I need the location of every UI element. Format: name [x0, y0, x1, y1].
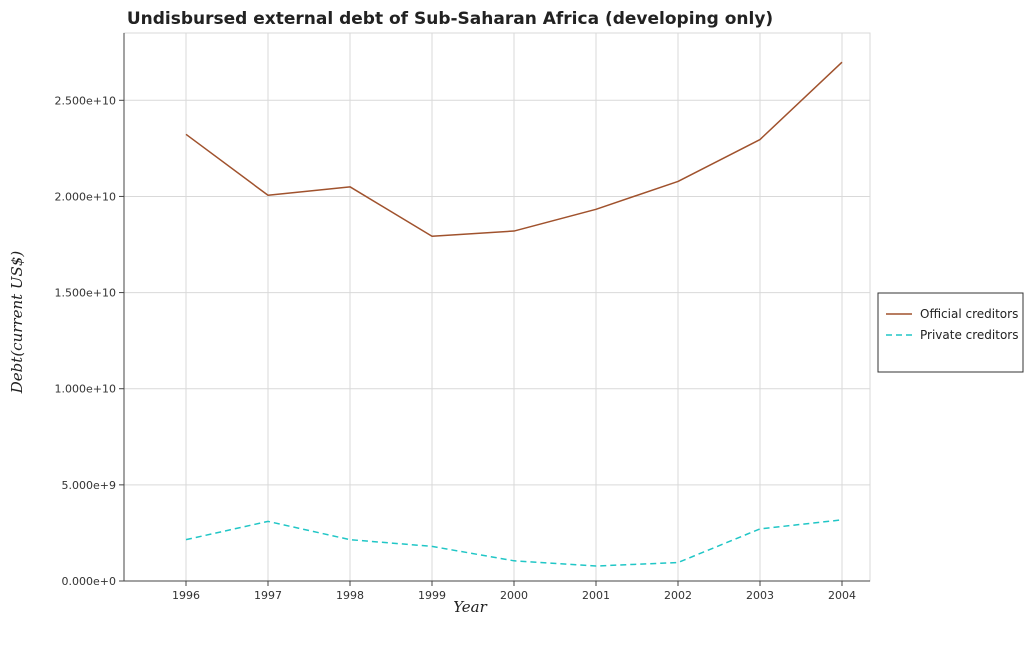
y-tick-label: 2.000e+10	[55, 190, 116, 203]
legend-label-official-creditors: Official creditors	[920, 307, 1018, 321]
x-axis-label: Year	[453, 598, 487, 616]
y-tick-label: 1.500e+10	[55, 287, 116, 300]
legend: Official creditors Private creditors	[877, 292, 1024, 373]
y-tick-label: 0.000e+0	[62, 575, 116, 588]
x-tick-label: 2002	[664, 589, 692, 602]
legend-box	[877, 292, 1024, 373]
chart-title: Undisbursed external debt of Sub-Saharan…	[127, 9, 773, 29]
y-tick-label: 5.000e+9	[62, 479, 116, 492]
y-axis-label: Debt(current US$)	[8, 251, 26, 395]
x-tick-label: 2001	[582, 589, 610, 602]
x-tick-label: 2004	[828, 589, 856, 602]
plot-area	[123, 32, 871, 582]
series-layer	[185, 61, 843, 567]
x-tick-label: 1997	[254, 589, 282, 602]
legend-label-private-creditors: Private creditors	[920, 328, 1018, 342]
grid-layer	[123, 32, 871, 582]
axes-layer: 0.000e+0 5.000e+9 1.000e+10 1.500e+10 2.000e…	[55, 33, 870, 602]
x-tick-label: 1996	[172, 589, 200, 602]
y-tick-label: 2.500e+10	[55, 94, 116, 107]
x-tick-label: 1998	[336, 589, 364, 602]
x-tick-label: 1999	[418, 589, 446, 602]
y-tick-label: 1.000e+10	[55, 383, 116, 396]
x-tick-label: 2003	[746, 589, 774, 602]
x-tick-label: 2000	[500, 589, 528, 602]
